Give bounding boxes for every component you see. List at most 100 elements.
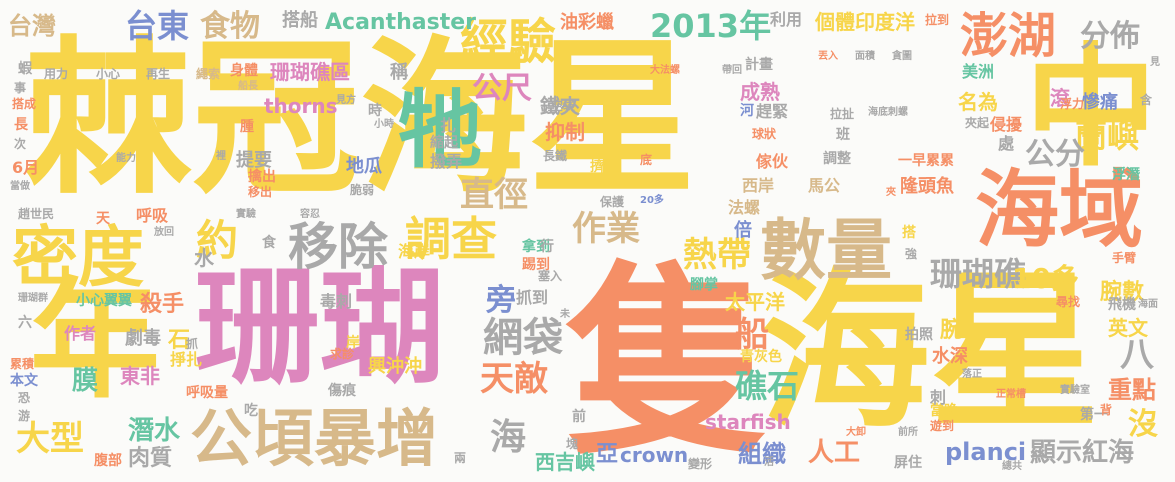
word-qianshui: 潛水 — [128, 416, 181, 446]
word-shi: 石 — [168, 328, 191, 353]
word-liu: 六 — [18, 315, 32, 331]
word-penghu: 澎湖 — [960, 8, 1057, 64]
word-han: 含 — [1140, 93, 1153, 107]
word-hai: 海 — [490, 417, 527, 458]
word-shui: 水 — [194, 246, 214, 270]
word-mei: 沒 — [1128, 407, 1158, 442]
word-ban: 班 — [836, 127, 850, 143]
word-qiansuo: 前所 — [898, 427, 918, 438]
word-nian: 年 — [30, 264, 161, 416]
word-li: 裡 — [216, 151, 226, 162]
word-shanghen: 傷痕 — [328, 383, 356, 399]
word-zuozhe: 作者 — [64, 324, 97, 343]
word-lanyu: 蘭嶼 — [1075, 117, 1140, 155]
word-tidao: 踢到 — [522, 257, 550, 273]
word-starfish: starfish — [705, 410, 791, 434]
word-shengsuo: 繩索 — [196, 67, 221, 81]
word-xijiyu: 西吉嶼 — [535, 450, 595, 474]
word-gongchi: 公尺 — [472, 71, 532, 106]
word-chu: 處 — [998, 134, 1015, 153]
word-wangdai: 網袋 — [483, 315, 563, 361]
word-judu: 劇毒 — [125, 328, 161, 349]
word-xing: 行 — [540, 239, 554, 255]
word-daihui: 帶回 — [722, 65, 742, 76]
word-cheng: 稱 — [390, 62, 408, 83]
word-chuan: 船 — [735, 315, 769, 355]
word-rouzhi: 肉質 — [128, 446, 173, 471]
word-zha: 扎 — [440, 116, 457, 135]
word-ci2: 次 — [14, 137, 27, 151]
word-tantu: 貪圖 — [892, 51, 912, 62]
word-xianshi-honghai: 顯示紅海 — [1030, 438, 1135, 468]
word-gongfen: 公分 — [1025, 137, 1085, 172]
word-tiandi: 天敵 — [480, 359, 548, 399]
word-magong: 馬公 — [808, 176, 841, 195]
word-qinchu: 擒出 — [248, 169, 276, 185]
word-nengli: 能力 — [116, 153, 136, 164]
word-shuliang: 數量 — [760, 212, 892, 289]
word-taidong: 台東 — [125, 7, 190, 45]
word-kuai: 塊 — [566, 437, 579, 451]
word-bonong: 撥弄 — [430, 152, 463, 171]
word-digua: 地瓜 — [346, 156, 382, 177]
word-qiuzhuang: 球狀 — [752, 127, 777, 141]
word-dongfei: 東非 — [120, 364, 160, 388]
word-jia: 夾 — [886, 187, 896, 198]
word-cantong: 慘痛 — [1082, 92, 1118, 113]
word-youdao: 遊到 — [930, 419, 955, 433]
word-daxing: 大型 — [16, 419, 84, 459]
word-faluo: 法螺 — [728, 198, 761, 217]
word-wan: 腕 — [940, 318, 963, 343]
word-fubu: 腹部 — [94, 453, 122, 469]
word-zuzhi: 組織 — [738, 440, 786, 468]
word-chang: 長 — [14, 117, 28, 133]
word-dafaluo: 大法螺 — [650, 65, 680, 76]
word-10duo: 10多 — [1012, 262, 1079, 295]
word-qian: 前 — [572, 409, 586, 425]
word-ba: 八 — [1120, 335, 1154, 375]
word-rongren: 容忍 — [300, 209, 320, 220]
word-qiuzhen: 求診 — [330, 347, 355, 361]
word-you: 游 — [18, 409, 31, 423]
word-crown: crown — [620, 443, 689, 467]
word-jianfang: 見方 — [336, 95, 356, 106]
word-xiaoxinyiyi: 小心翼翼 — [76, 293, 132, 309]
word-tiyao: 提要 — [236, 150, 272, 171]
word-zaisheng: 再生 — [146, 67, 171, 81]
word-haimian: 海面 — [1138, 299, 1158, 310]
word-tiaozheng: 調整 — [823, 151, 851, 167]
word-liang: 兩 — [454, 451, 467, 465]
word-zhaoshimin: 趙世民 — [18, 207, 55, 221]
word-bei2: 背 — [1100, 403, 1113, 417]
word-qiang: 強 — [905, 247, 918, 261]
word-lache: 拉扯 — [830, 107, 855, 121]
word-taipingyang: 太平洋 — [725, 290, 785, 314]
word-liyong: 利用 — [770, 10, 803, 29]
word-gongqing-baozeng: 公頃暴增 — [190, 402, 439, 475]
word-zonggong: 總共 — [1002, 461, 1022, 472]
word-yizhi: 抑制 — [545, 120, 585, 144]
word-xingchongchong: 興沖沖 — [368, 356, 422, 377]
word-xiaoshi: 小時 — [374, 119, 394, 130]
word-ji: 擠 — [590, 159, 604, 175]
word-shoubi: 手臂 — [1112, 251, 1137, 265]
word-shashou: 殺手 — [140, 292, 185, 317]
word-zuoye: 作業 — [572, 209, 640, 249]
word-huo: 活 — [764, 457, 774, 468]
word-yichu2: 移出 — [248, 185, 273, 199]
word-shiyanshi: 實驗室 — [1060, 385, 1090, 396]
word-zhong: 中 — [1025, 31, 1157, 185]
word-an: 岸 — [346, 335, 360, 351]
word-6yue: 6月 — [12, 158, 40, 177]
word-2013nian: 2013年 — [650, 7, 772, 45]
word-dacheng: 搭成 — [12, 97, 37, 111]
word-zhi: 隻 — [565, 245, 770, 482]
word-sairu: 塞入 — [538, 269, 563, 283]
word-shi4: 事 — [14, 81, 27, 95]
word-zhua: 抓 — [186, 337, 199, 351]
word-midu: 密度 — [12, 219, 144, 296]
word-da: 搭 — [902, 225, 916, 241]
word-shanhu: 珊瑚 — [195, 256, 445, 401]
word-shi3: 時 — [368, 103, 382, 119]
